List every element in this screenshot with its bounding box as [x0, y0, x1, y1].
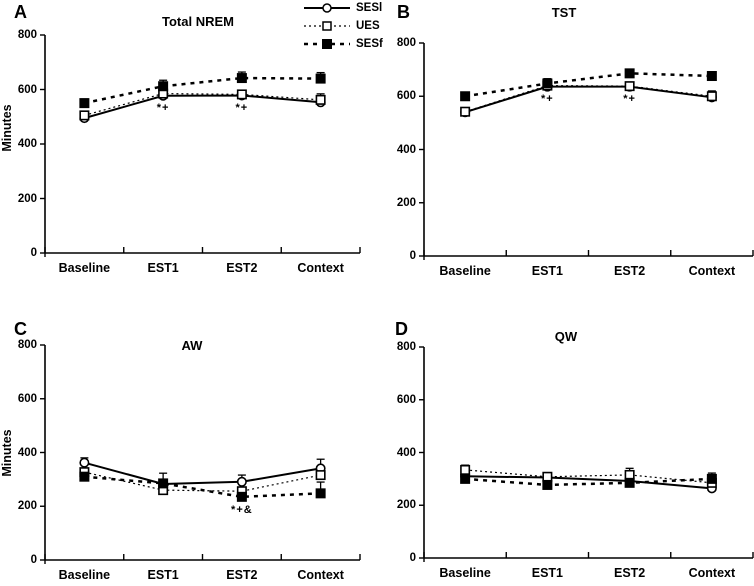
series-line-ues [84, 92, 321, 116]
significance-annotation: *+ [623, 93, 636, 106]
series-line-sesl [465, 475, 712, 490]
data-point-sesf-est1 [542, 78, 553, 89]
data-point-sesf-baseline [79, 471, 90, 482]
data-point-ues-est2 [624, 81, 635, 92]
data-point-sesl-baseline [79, 457, 90, 468]
data-point-sesf-context [706, 473, 717, 484]
data-point-sesf-context [315, 73, 326, 84]
data-point-ues-baseline [460, 106, 471, 117]
x-category-label: Baseline [58, 568, 111, 582]
data-point-ues-baseline [460, 464, 471, 475]
legend: SESl UES SESf [303, 1, 383, 55]
significance-annotation: *+ [156, 101, 170, 114]
series-line-sesf [84, 76, 321, 105]
y-tick-label: 600 [17, 83, 37, 96]
panel-title-qw: QW [554, 329, 578, 344]
significance-annotation: *+ [235, 101, 249, 114]
series-line-sesf [464, 72, 712, 98]
data-point-ues-est1 [542, 471, 553, 482]
legend-dashed-line-filled-square-icon [304, 39, 350, 49]
x-category-label: EST1 [147, 261, 179, 275]
y-tick-label: 400 [396, 143, 416, 156]
legend-label-sesf: SESf [356, 38, 383, 50]
x-category-label: EST2 [613, 566, 646, 580]
data-point-sesf-baseline [460, 473, 471, 484]
series-line-sesl [84, 461, 321, 485]
data-point-sesf-context [315, 488, 326, 499]
data-point-sesf-context [706, 71, 717, 82]
data-point-sesf-est2 [236, 491, 247, 502]
series-line-sesl [84, 94, 321, 120]
y-tick-label: 200 [396, 499, 416, 512]
x-category-label: EST1 [147, 568, 179, 582]
y-tick-label: 800 [396, 341, 416, 353]
x-category-label: Baseline [439, 566, 491, 580]
x-category-label: Baseline [58, 261, 111, 275]
y-tick-label: 200 [396, 196, 416, 209]
legend-item-sesl: SESl [303, 1, 383, 15]
legend-solid-line-open-circle-icon [304, 3, 350, 13]
y-tick-label: 800 [17, 29, 37, 41]
data-point-sesf-baseline [79, 98, 90, 109]
legend-label-ues: UES [356, 20, 380, 32]
data-point-sesf-est2 [624, 68, 635, 79]
x-category-label: Context [297, 261, 344, 275]
data-point-sesf-est2 [624, 477, 635, 488]
panel-title-total-nrem: Total NREM [162, 14, 234, 29]
y-tick-label: 200 [17, 192, 37, 205]
data-point-sesf-est1 [542, 479, 553, 490]
y-tick-label: 600 [396, 90, 416, 103]
data-point-sesf-est1 [158, 478, 169, 489]
y-tick-label: 0 [409, 250, 416, 262]
x-category-label: EST2 [226, 568, 258, 582]
x-category-label: EST1 [531, 264, 563, 278]
legend-item-ues: UES [303, 19, 383, 33]
series-line-sesl [464, 85, 713, 114]
y-tick-label: 800 [396, 37, 416, 49]
series-line-sesf [84, 475, 321, 499]
panel-letter-b: B [397, 2, 410, 22]
x-category-label: Context [688, 566, 736, 580]
panel-letter-a: A [14, 2, 27, 22]
y-tick-label: 800 [17, 339, 37, 351]
y-tick-label: 400 [396, 446, 416, 459]
y-tick-label: 600 [396, 393, 416, 406]
y-tick-label: 0 [409, 552, 416, 564]
data-point-ues-est2 [236, 89, 247, 100]
data-point-sesf-est2 [236, 73, 247, 84]
x-category-label: EST2 [226, 261, 258, 275]
significance-annotation: *+& [231, 504, 253, 516]
legend-label-sesl: SESl [356, 2, 383, 14]
x-category-label: EST2 [613, 264, 646, 278]
data-point-ues-context [315, 94, 326, 105]
data-point-sesl-est2 [236, 476, 247, 487]
data-point-ues-context [706, 91, 717, 102]
y-tick-label: 400 [17, 138, 37, 150]
y-tick-label: 600 [17, 392, 37, 405]
panel-letter-d: D [395, 319, 408, 339]
data-point-sesf-baseline [460, 91, 471, 102]
y-tick-label: 400 [17, 446, 37, 459]
significance-annotation: *+ [541, 93, 554, 106]
panel-title-tst: TST [551, 5, 577, 20]
x-category-label: Baseline [439, 264, 491, 278]
y-tick-label: 200 [17, 500, 37, 513]
y-tick-label: 0 [30, 247, 37, 259]
data-point-ues-context [315, 470, 326, 481]
legend-item-sesf: SESf [303, 37, 383, 51]
series-line-ues [465, 469, 712, 484]
y-tick-label: 0 [30, 554, 37, 566]
panel-letter-c: C [14, 319, 27, 339]
data-point-sesf-est1 [158, 81, 169, 92]
x-category-label: Context [688, 264, 736, 278]
data-point-ues-baseline [79, 110, 90, 121]
panel-title-aw: AW [181, 338, 203, 353]
x-category-label: EST1 [531, 566, 563, 580]
x-category-label: Context [297, 568, 344, 582]
legend-dotted-line-open-square-icon [304, 21, 350, 31]
